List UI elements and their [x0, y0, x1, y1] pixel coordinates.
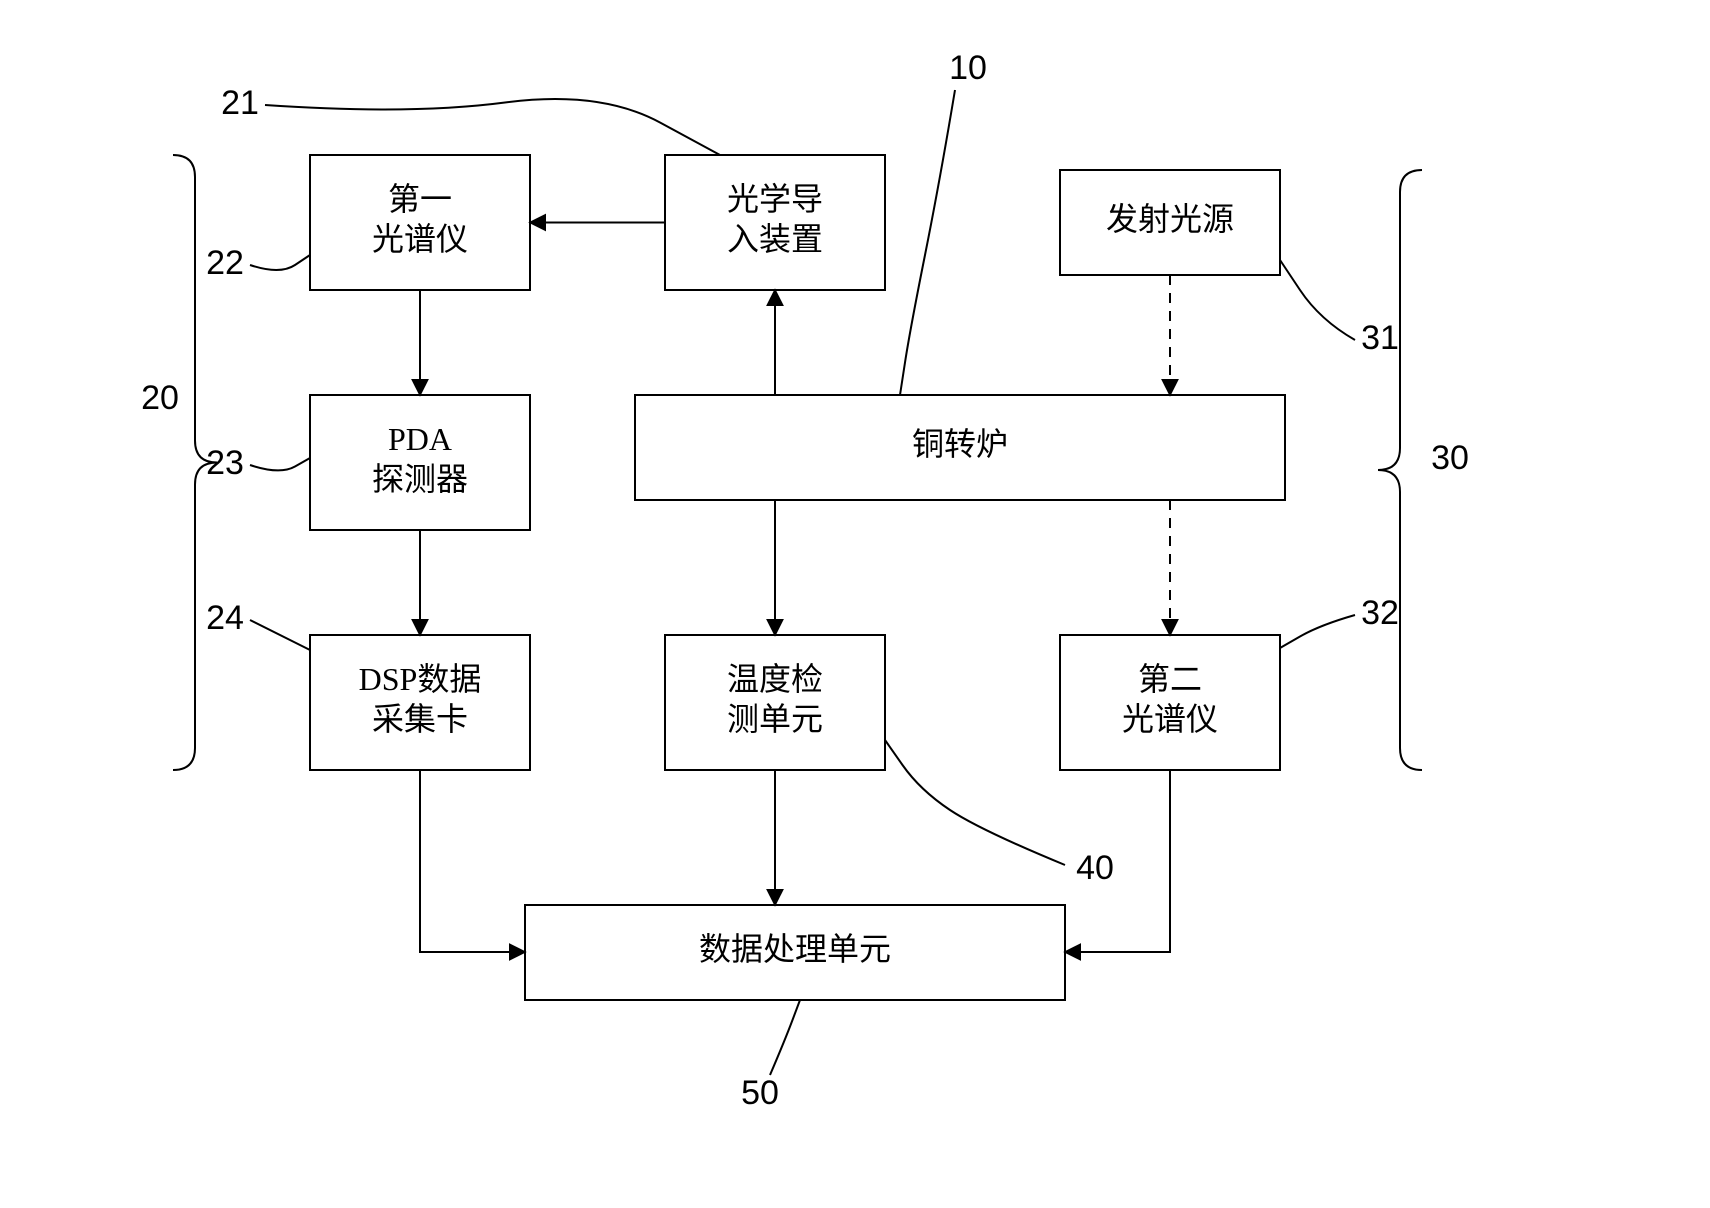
label-23: 23	[206, 444, 244, 482]
box-first_spectro: 第一光谱仪	[310, 155, 530, 290]
box-pda_detector-line0: PDA	[388, 421, 452, 457]
box-optical_import-line0: 光学导	[727, 181, 823, 217]
box-copper_converter-line0: 铜转炉	[912, 426, 1008, 462]
leader-32	[1280, 615, 1355, 648]
box-pda_detector: PDA 探测器	[310, 395, 530, 530]
label-32: 32	[1361, 594, 1399, 632]
label-31: 31	[1361, 319, 1399, 357]
label-50: 50	[741, 1074, 779, 1112]
label-21: 21	[221, 84, 259, 122]
leader-21	[265, 99, 720, 155]
box-second_spectro-line1: 光谱仪	[1122, 701, 1218, 737]
box-dsp_card-line1: 采集卡	[372, 701, 468, 737]
label-24: 24	[206, 599, 244, 637]
leader-22	[250, 255, 310, 270]
box-temp_unit-line1: 测单元	[727, 701, 823, 737]
box-data_proc-line0: 数据处理单元	[699, 931, 891, 967]
leader-10	[900, 90, 955, 395]
leader-50	[770, 1000, 800, 1075]
box-temp_unit: 温度检测单元	[665, 635, 885, 770]
box-first_spectro-line1: 光谱仪	[372, 221, 468, 257]
box-copper_converter: 铜转炉	[635, 395, 1285, 500]
label-30: 30	[1431, 439, 1469, 477]
box-data_proc: 数据处理单元	[525, 905, 1065, 1000]
leader-23	[250, 458, 310, 470]
label-22: 22	[206, 244, 244, 282]
leader-31	[1280, 260, 1355, 340]
label-40: 40	[1076, 849, 1114, 887]
box-dsp_card: DSP数据采集卡	[310, 635, 530, 770]
brace-right30	[1378, 170, 1422, 770]
box-dsp_card-line0: DSP数据	[359, 661, 482, 697]
leader-40	[885, 740, 1065, 865]
box-pda_detector-line1: 探测器	[372, 461, 468, 497]
box-temp_unit-line0: 温度检	[727, 661, 823, 697]
arrow-dsp_to_data	[420, 770, 525, 952]
box-light_source-line0: 发射光源	[1106, 201, 1234, 237]
box-second_spectro-line0: 第二	[1138, 661, 1202, 697]
box-first_spectro-line0: 第一	[388, 181, 452, 217]
box-optical_import: 光学导入装置	[665, 155, 885, 290]
box-second_spectro: 第二光谱仪	[1060, 635, 1280, 770]
label-10: 10	[949, 49, 987, 87]
label-20: 20	[141, 379, 179, 417]
leader-24	[250, 620, 310, 650]
box-optical_import-line1: 入装置	[727, 221, 823, 257]
box-light_source: 发射光源	[1060, 170, 1280, 275]
